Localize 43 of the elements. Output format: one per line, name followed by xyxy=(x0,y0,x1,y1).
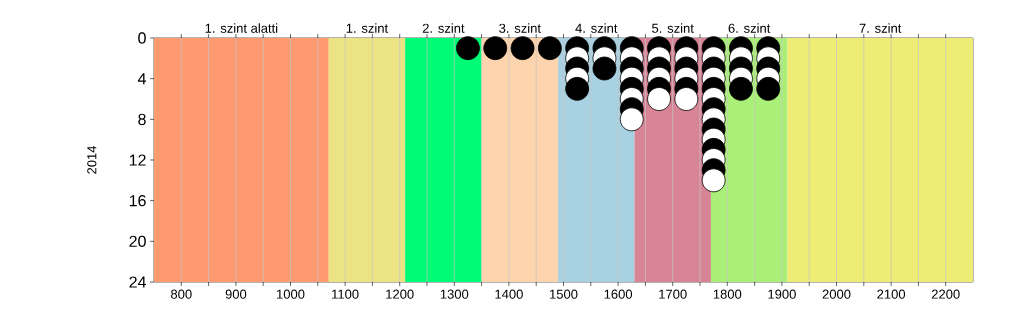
y-tick-label: 16 xyxy=(129,195,146,207)
point xyxy=(729,76,753,101)
point xyxy=(510,36,535,61)
band-label: 1. szint xyxy=(346,23,389,33)
x-tick-label: 2100 xyxy=(877,289,906,299)
point xyxy=(565,76,590,101)
point xyxy=(701,168,726,193)
y-tick-label: 12 xyxy=(129,154,146,166)
y-tick-label: 24 xyxy=(129,276,146,288)
x-tick-label: 2000 xyxy=(822,289,851,299)
band-label: 1. szint alatti xyxy=(205,23,278,33)
y-tick-label: 4 xyxy=(137,73,146,85)
band-label: 7. szint xyxy=(859,23,902,33)
point xyxy=(592,56,617,81)
x-tick-label: 2200 xyxy=(931,289,960,299)
point xyxy=(647,87,671,111)
x-tick-label: 1800 xyxy=(713,289,742,299)
band-label: 4. szint xyxy=(575,23,618,33)
band-label: 3. szint xyxy=(499,23,541,33)
y-axis-title: 2014 xyxy=(87,145,97,174)
x-tick-label: 1100 xyxy=(332,289,359,299)
band-label: 6. szint xyxy=(728,23,771,33)
x-tick-label: 1700 xyxy=(659,289,687,299)
point xyxy=(756,76,781,101)
y-tick-label: 0 xyxy=(138,32,146,44)
point xyxy=(483,36,508,61)
x-tick-label: 1500 xyxy=(550,289,578,299)
x-tick-label: 1900 xyxy=(768,289,796,299)
band-label: 5. szint xyxy=(652,23,694,33)
x-tick-label: 900 xyxy=(225,289,247,299)
y-tick-label: 8 xyxy=(138,113,146,125)
y-tick-label: 20 xyxy=(129,235,146,247)
band-label: 2. szint xyxy=(422,23,465,33)
point xyxy=(537,36,562,61)
x-tick-label: 1200 xyxy=(386,289,414,299)
x-tick-label: 1300 xyxy=(440,289,469,299)
x-tick-label: 1400 xyxy=(495,289,523,299)
point xyxy=(674,87,699,111)
point xyxy=(456,36,480,61)
x-tick-label: 1600 xyxy=(604,289,633,299)
point xyxy=(619,107,644,132)
x-tick-label: 800 xyxy=(171,289,192,299)
x-tick-label: 1000 xyxy=(277,289,305,299)
